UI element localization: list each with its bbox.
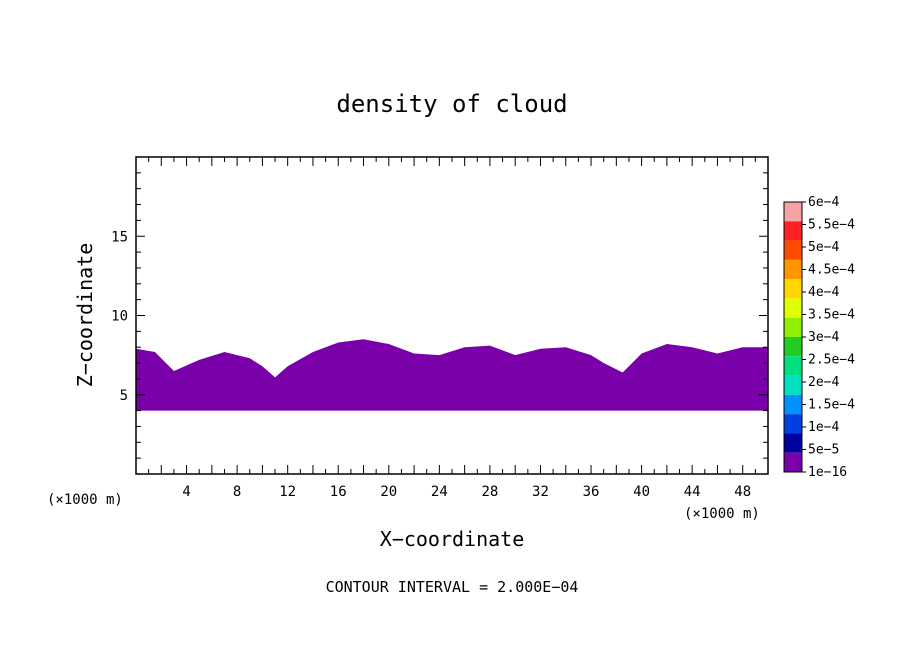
colorbar-swatch (784, 298, 802, 318)
contour-interval-note: CONTOUR INTERVAL = 2.000E−04 (326, 578, 579, 596)
colorbar-label: 5e−5 (808, 443, 839, 458)
colorbar-swatch (784, 452, 802, 472)
x-tick-label: 48 (734, 484, 751, 500)
colorbar-swatch (784, 221, 802, 241)
colorbar-label: 1.5e−4 (808, 398, 855, 413)
x-unit-label-left: (×1000 m) (47, 492, 123, 508)
x-tick-label: 44 (684, 484, 701, 500)
x-unit-label-right: (×1000 m) (684, 506, 760, 522)
colorbar-label: 6e−4 (808, 195, 839, 210)
y-axis-label: Z−coordinate (73, 243, 97, 388)
colorbar-swatch (784, 202, 802, 222)
x-axis-label: X−coordinate (380, 527, 525, 551)
x-tick-label: 12 (279, 484, 296, 500)
x-tick-label: 36 (583, 484, 600, 500)
x-tick-label: 16 (330, 484, 347, 500)
x-axis: 4 8 12 16 20 24 28 32 36 40 44 48 (148, 157, 756, 500)
colorbar-swatch (784, 394, 802, 415)
colorbar-label: 2e−4 (808, 375, 839, 390)
colorbar-swatch (784, 414, 802, 434)
colorbar-swatch (784, 317, 802, 337)
colorbar-label: 5e−4 (808, 240, 839, 255)
x-tick-label: 32 (532, 484, 549, 500)
colorbar-label: 4e−4 (808, 285, 839, 300)
y-axis: 5 10 15 (111, 172, 768, 459)
x-tick-label: 24 (431, 484, 448, 500)
colorbar-label: 1e−4 (808, 420, 839, 435)
colorbar-swatch (784, 279, 802, 299)
colorbar-swatch (784, 240, 802, 260)
y-tick-label: 5 (120, 388, 128, 404)
plot-frame (135, 156, 769, 475)
x-tick-label: 8 (233, 484, 241, 500)
colorbar-label: 1e−16 (808, 465, 847, 480)
plot-area (135, 156, 769, 475)
chart-title: density of cloud (336, 90, 567, 118)
colorbar-swatch (784, 259, 802, 280)
colorbar-swatch (784, 337, 802, 357)
colorbar-swatch (784, 356, 802, 376)
y-tick-label: 10 (111, 309, 128, 325)
x-tick-label: 20 (380, 484, 397, 500)
colorbar-swatch (784, 375, 802, 395)
x-tick-label: 4 (182, 484, 190, 500)
colorbar-label: 4.5e−4 (808, 263, 855, 278)
x-tick-label: 40 (633, 484, 650, 500)
colorbar-legend: 6e−4 5.5e−4 5e−4 4.5e−4 4e−4 3.5e−4 3e−4 2.5e−4… (783, 195, 855, 480)
colorbar-swatch (784, 433, 802, 453)
colorbar-label: 3e−4 (808, 330, 839, 345)
colorbar-label: 5.5e−4 (808, 218, 855, 233)
cloud-density-region (136, 339, 768, 411)
y-tick-label: 15 (111, 229, 128, 245)
x-tick-label: 28 (481, 484, 498, 500)
colorbar-label: 2.5e−4 (808, 353, 855, 368)
colorbar-label: 3.5e−4 (808, 308, 855, 323)
